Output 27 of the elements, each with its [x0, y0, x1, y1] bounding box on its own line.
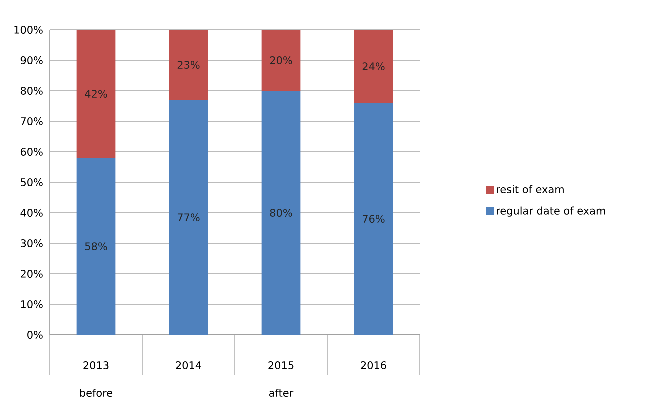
y-tick-label: 20% — [20, 270, 43, 278]
x-tick-label: 2014 — [176, 362, 202, 370]
legend-label: resit of exam — [497, 185, 564, 194]
y-tick-label: 0% — [28, 331, 43, 339]
y-tick-label: 60% — [20, 148, 43, 156]
text: before — [80, 388, 113, 398]
data-label: 80% — [270, 209, 292, 217]
y-tick-label: 100% — [14, 26, 43, 34]
data-label: 76% — [362, 215, 385, 224]
x-tick-label: 2016 — [361, 362, 386, 370]
y-tick-label: 90% — [20, 56, 43, 64]
x-tick-label: 2013 — [84, 362, 109, 370]
y-tick-label: 10% — [21, 300, 43, 308]
y-tick-label: 80% — [20, 87, 43, 95]
y-tick-label: 40% — [20, 209, 43, 217]
data-label: 20% — [270, 56, 292, 64]
data-label: 77% — [178, 214, 200, 222]
text: after — [270, 388, 294, 398]
data-label: 24% — [362, 62, 385, 71]
y-tick-label: 30% — [21, 240, 43, 248]
data-label: 42% — [85, 90, 108, 98]
legend-label: regular date of exam — [497, 206, 606, 217]
x-tick-label: 2015 — [268, 362, 294, 370]
data-label: 23% — [178, 61, 200, 70]
data-label: 58% — [85, 242, 108, 250]
y-tick-label: 70% — [21, 118, 43, 126]
y-tick-label: 50% — [21, 178, 43, 186]
